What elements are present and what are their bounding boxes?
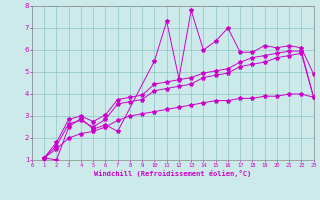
X-axis label: Windchill (Refroidissement éolien,°C): Windchill (Refroidissement éolien,°C)	[94, 170, 252, 177]
